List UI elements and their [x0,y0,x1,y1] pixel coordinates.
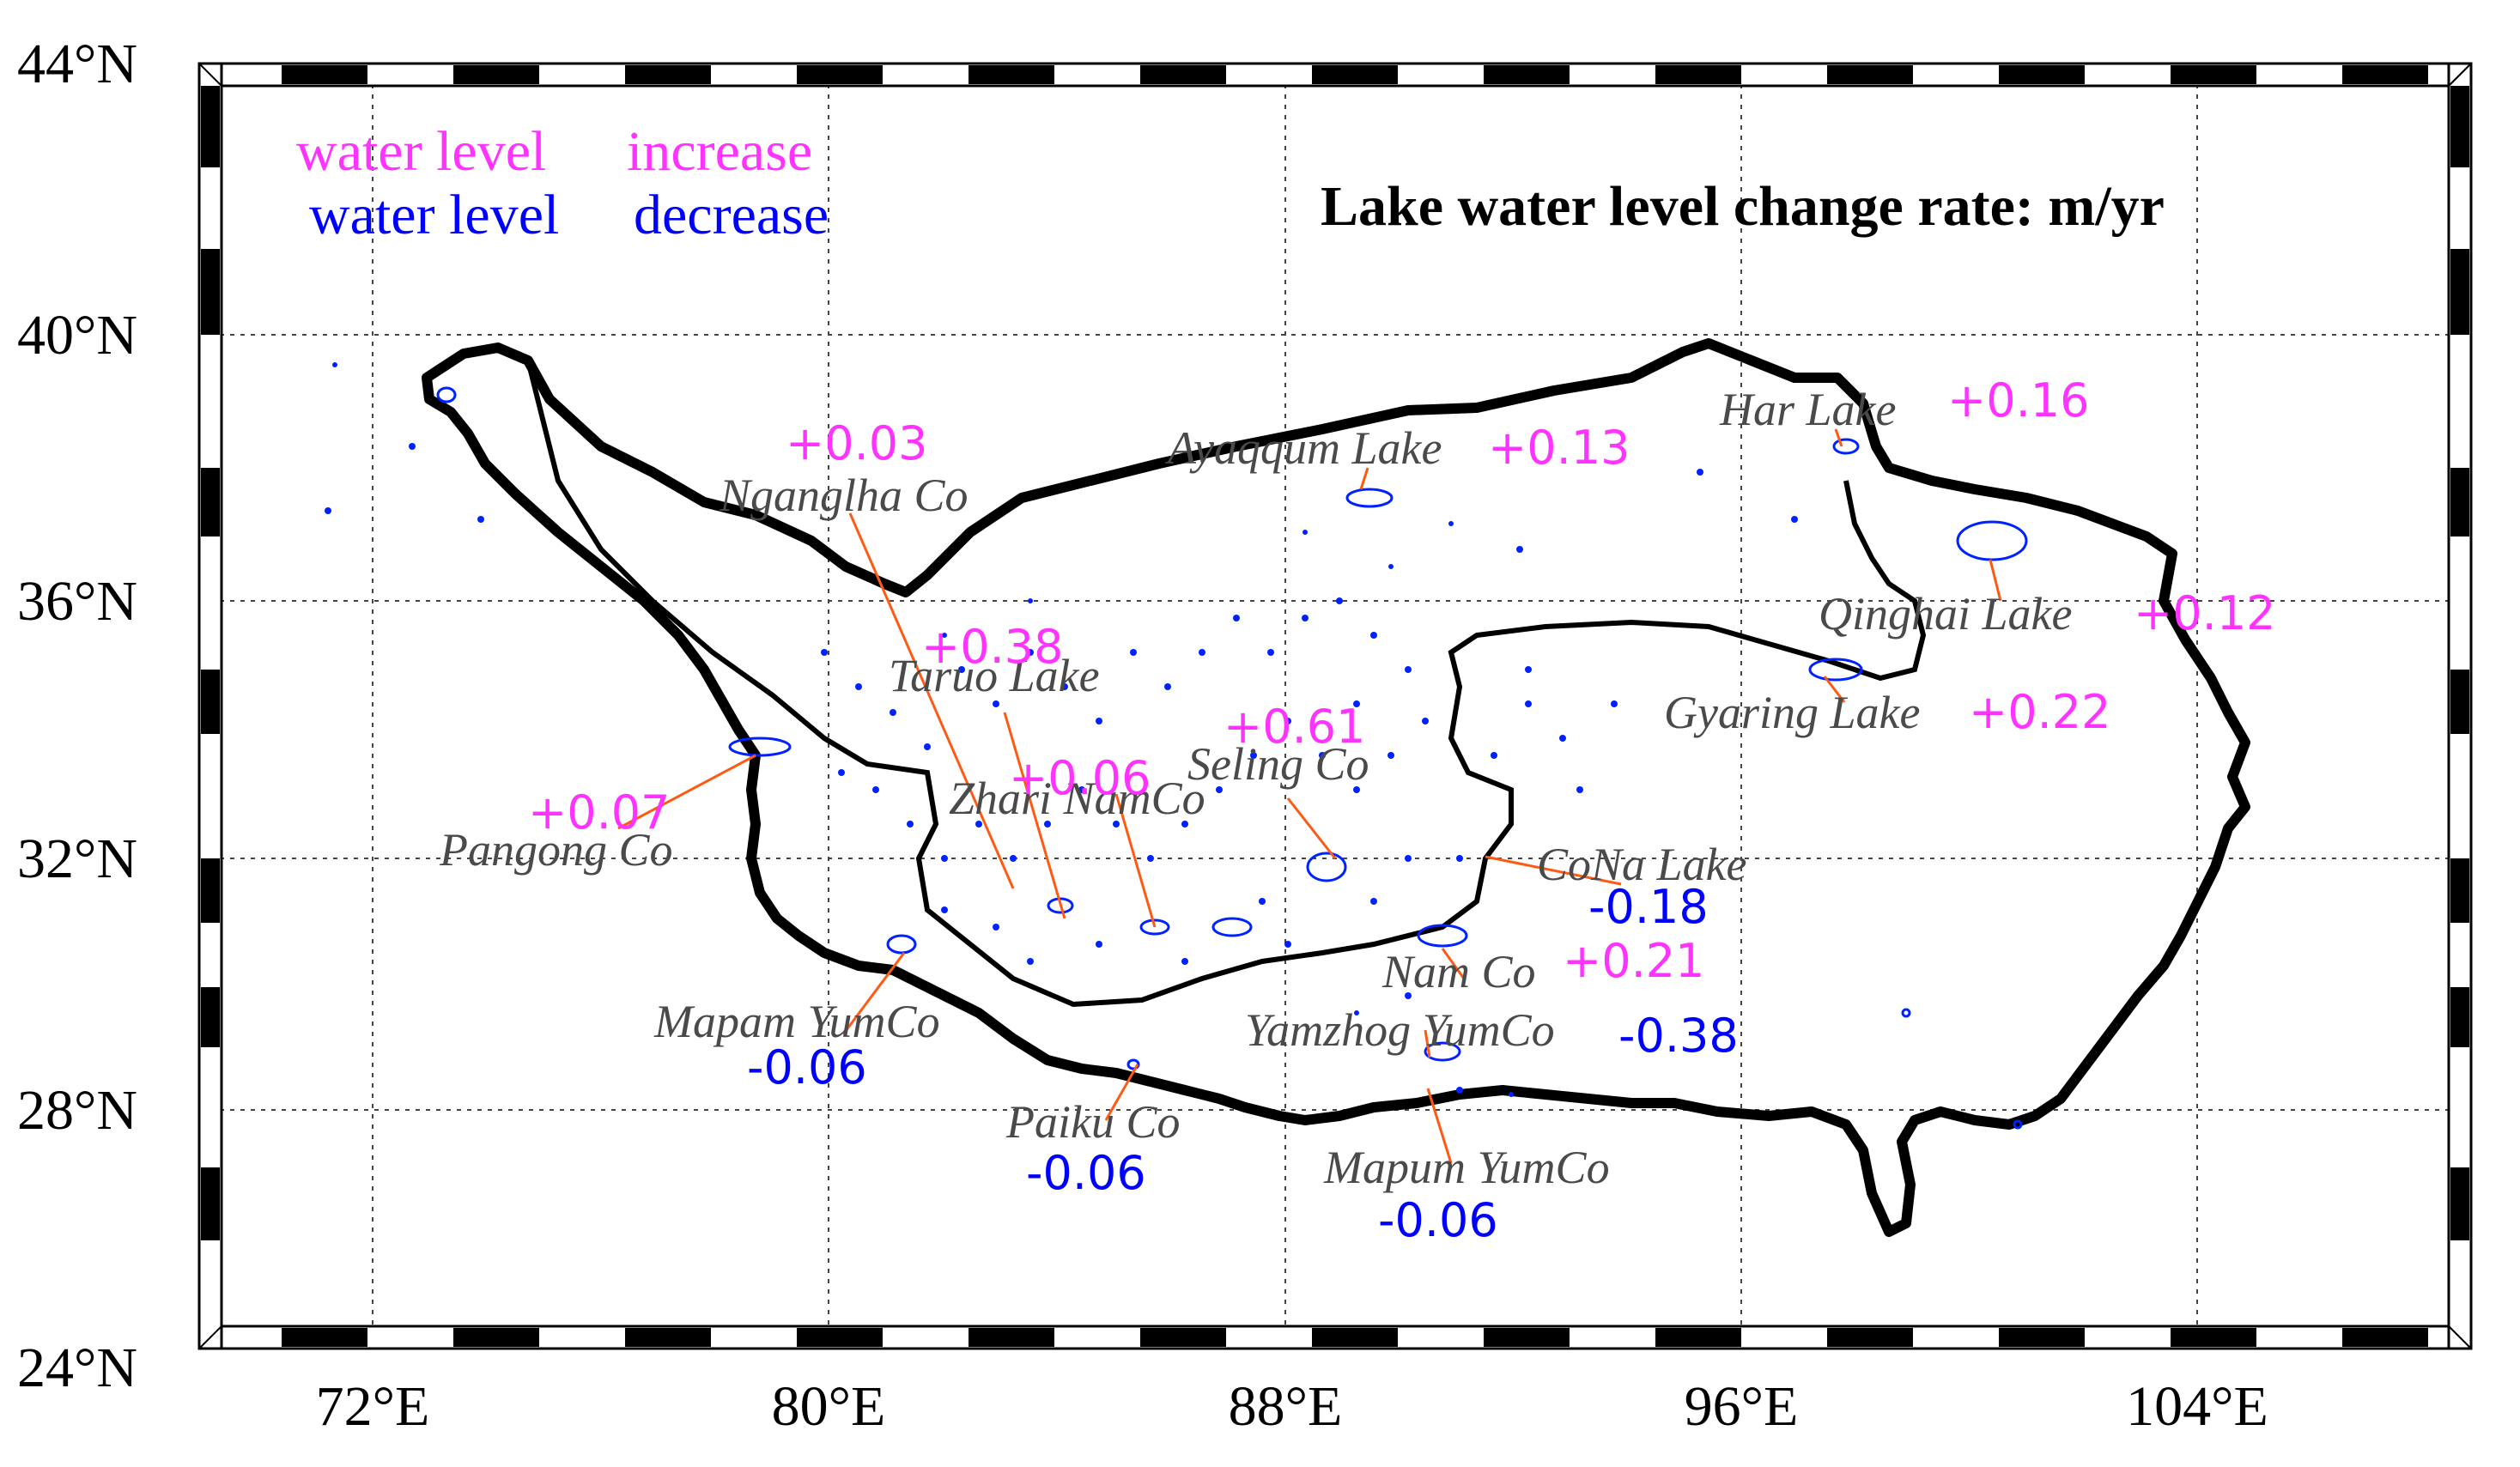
lon-label-96e: 96°E [1685,1375,1799,1438]
legend-decrease-word: decrease [634,184,829,246]
lat-label-24n: 24°N [17,1337,137,1399]
lake-name-mapum-yumco: Mapum YumCo [1323,1142,1610,1193]
lake-name-nam-co: Nam Co [1381,946,1536,997]
lake-value-gyaring-lake: +0.22 [1969,685,2110,739]
legend-increase-prefix: water level [296,120,546,183]
lake-name-taruo-lake: Taruo Lake [889,650,1100,701]
lake-value-nam-co: +0.21 [1563,934,1704,988]
lake-name-gyaring-lake: Gyaring Lake [1664,687,1920,738]
lake-value-zhari-namco: +0.06 [1009,751,1151,805]
legend-decrease-prefix: water level [309,184,559,246]
lake-name-labels: Nganglha Co Ayaqqum Lake Har Lake Qingha… [439,384,2072,1193]
lon-label-88e: 88°E [1229,1375,1343,1438]
lake-name-ayaqqum-lake: Ayaqqum Lake [1165,422,1442,474]
lake-value-mapum-yumco: -0.06 [1378,1193,1498,1247]
lake-value-ayaqqum-lake: +0.13 [1488,421,1630,475]
leader-lines [617,428,2002,1164]
map-frame [199,64,2471,1349]
lon-label-72e: 72°E [316,1375,430,1438]
map-title: Lake water level change rate: m/yr [1321,175,2165,238]
lake-name-cona-lake: CoNa Lake [1537,839,1747,890]
fancy-frame-border [197,62,2473,1350]
lake-name-nganglha-co: Nganglha Co [719,470,969,521]
lake-name-paiku-co: Paiku Co [1005,1096,1180,1148]
lake-value-paiku-co: -0.06 [1026,1146,1146,1200]
legend-increase-word: increase [627,120,812,183]
lake-value-taruo-lake: +0.38 [921,620,1063,674]
lake-name-yamzhog-yumco: Yamzhog YumCo [1245,1004,1555,1056]
lake-name-har-lake: Har Lake [1719,384,1896,435]
lake-value-labels: +0.03 +0.13 +0.16 +0.12 +0.22 +0.38 +0.0… [528,373,2275,1247]
lake-name-seling-co: Seling Co [1187,738,1369,790]
lake-name-pangong-co: Pangong Co [439,824,673,876]
lon-label-104e: 104°E [2126,1375,2268,1438]
lat-label-44n: 44°N [17,33,137,95]
lat-label-40n: 40°N [17,304,137,367]
lake-value-seling-co: +0.61 [1224,700,1365,754]
lake-value-har-lake: +0.16 [1947,373,2089,427]
lat-label-32n: 32°N [17,827,137,890]
small-lakes [325,362,1798,1097]
lat-label-28n: 28°N [17,1079,137,1142]
lake-name-mapam-yumco: Mapam YumCo [653,996,940,1047]
lake-name-qinghai-lake: Qinghai Lake [1819,588,2072,640]
lake-value-yamzhog-yumco: -0.38 [1618,1009,1739,1063]
lake-value-cona-lake: -0.18 [1588,880,1709,934]
lake-value-pangong-co: +0.07 [528,785,670,840]
lake-value-mapam-yumco: -0.06 [747,1040,867,1094]
lon-label-80e: 80°E [772,1375,886,1438]
plateau-boundary [422,338,2250,1237]
lon-tick-labels: 72°E 80°E 88°E 96°E 104°E [316,1375,2268,1438]
lake-outlines [436,386,2028,1130]
legend: water level increase water level decreas… [296,120,829,246]
lake-value-qinghai-lake: +0.12 [2134,586,2275,640]
lat-label-36n: 36°N [17,570,137,633]
lake-name-zhari-namco: Zhari NamCo [949,773,1205,824]
lat-tick-labels: 44°N 40°N 36°N 32°N 28°N 24°N [17,33,137,1399]
lake-value-nganglha-co: +0.03 [786,416,927,470]
inner-region-boundary [525,360,1927,1008]
